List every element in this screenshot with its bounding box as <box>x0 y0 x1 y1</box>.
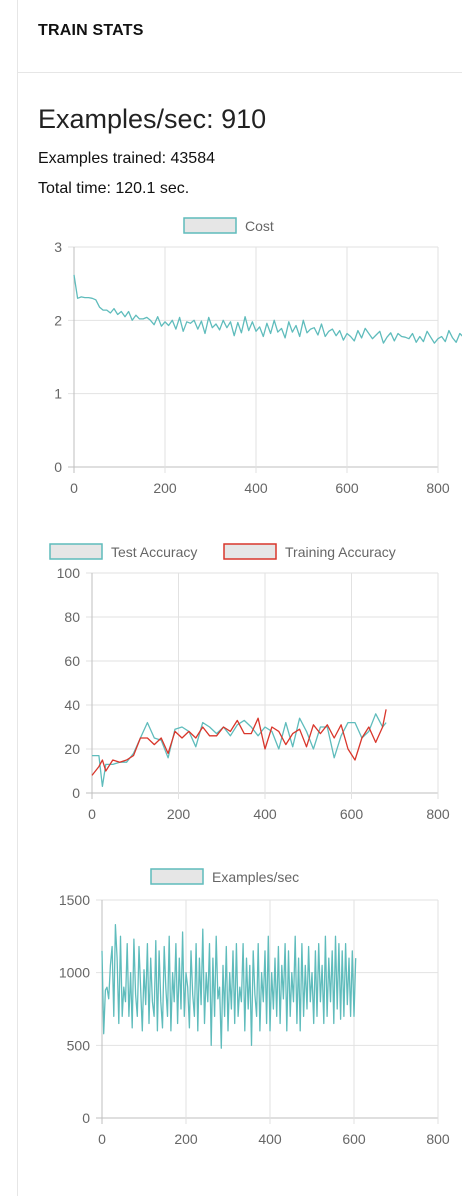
x-tick-label: 0 <box>98 1131 106 1147</box>
y-tick-label: 500 <box>67 1037 91 1053</box>
y-tick-label: 1000 <box>59 965 90 981</box>
x-tick-label: 800 <box>426 1131 450 1147</box>
series-line-0 <box>101 924 357 1049</box>
x-tick-label: 200 <box>153 480 177 496</box>
y-tick-label: 2 <box>54 312 62 328</box>
cost-chart: 0 1 2 3 0 200 400 600 800 Cost <box>54 217 462 496</box>
y-tick-label: 0 <box>54 459 62 475</box>
left-divider <box>17 0 18 1196</box>
legend-label: Test Accuracy <box>111 544 197 560</box>
examples-per-sec-chart: 0 500 1000 1500 0 200 400 600 800 Examples/sec <box>59 868 450 1147</box>
section-title: TRAIN STATS <box>38 22 144 39</box>
y-tick-label: 80 <box>64 609 80 625</box>
legend-swatch <box>223 543 277 560</box>
header-divider <box>17 72 462 73</box>
total-time-stat: Total time: 120.1 sec. <box>38 180 190 197</box>
y-tick-label: 40 <box>64 697 80 713</box>
x-tick-label: 600 <box>340 806 364 822</box>
accuracy-chart: 0 20 40 60 80 100 0 200 400 600 800 Test Accuracy Tr… <box>49 543 450 822</box>
legend-swatch <box>49 543 103 560</box>
y-tick-label: 0 <box>72 785 80 801</box>
y-tick-label: 100 <box>57 565 81 581</box>
legend-label: Examples/sec <box>212 869 299 885</box>
legend-label: Training Accuracy <box>285 544 396 560</box>
x-tick-label: 400 <box>253 806 277 822</box>
y-tick-label: 0 <box>82 1110 90 1126</box>
series-line-1 <box>91 709 387 776</box>
x-tick-label: 0 <box>88 806 96 822</box>
x-tick-label: 800 <box>426 806 450 822</box>
legend-swatch <box>183 217 237 234</box>
legend-swatch <box>150 868 204 885</box>
y-tick-label: 20 <box>64 741 80 757</box>
x-tick-label: 0 <box>70 480 78 496</box>
examples-trained-stat: Examples trained: 43584 <box>38 150 215 167</box>
x-tick-label: 200 <box>174 1131 198 1147</box>
x-tick-label: 200 <box>167 806 191 822</box>
x-tick-label: 600 <box>342 1131 366 1147</box>
x-tick-label: 800 <box>426 480 450 496</box>
x-tick-label: 400 <box>244 480 268 496</box>
y-tick-label: 1 <box>54 386 62 402</box>
x-tick-label: 600 <box>335 480 359 496</box>
x-tick-label: 400 <box>258 1131 282 1147</box>
y-tick-label: 3 <box>54 239 62 255</box>
y-tick-label: 1500 <box>59 892 90 908</box>
legend-label: Cost <box>245 218 274 234</box>
examples-per-sec-stat: Examples/sec: 910 <box>38 104 267 134</box>
series-line-0 <box>73 274 462 344</box>
y-tick-label: 60 <box>64 653 80 669</box>
